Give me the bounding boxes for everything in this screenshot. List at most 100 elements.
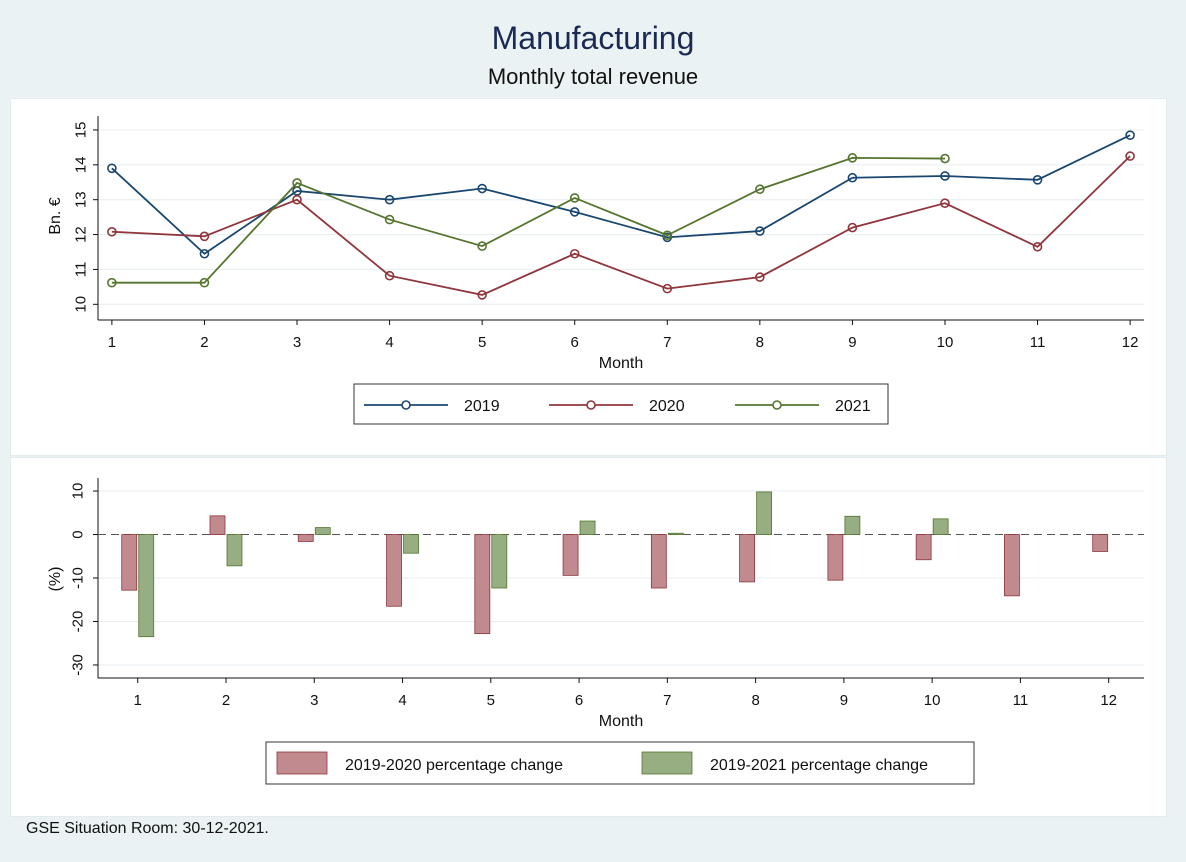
bar-chart-x-tick-label: 5 [487,692,495,709]
line-chart-x-tick-label: 6 [571,334,579,351]
series-2019-point [1125,130,1135,140]
line-chart-y-tick-label: 15 [73,122,90,139]
bar-chart-legend: 2019-2020 percentage change 2019-2021 per… [265,741,975,785]
bar-chart-x-tick-label: 9 [840,692,848,709]
bar-chart-x-tick-label: 8 [751,692,759,709]
line-chart-y-tick-label: 14 [73,156,90,173]
bar-chart-y-tick-label: -20 [70,611,87,633]
chart-title: Manufacturing [491,20,695,56]
series-2021-point [199,277,210,288]
line-chart-x-tick-label: 2 [200,334,208,351]
series-2020-point [107,226,117,237]
bar-chart-x-tick-label: 2 [222,692,230,709]
bar-2019-2020 [827,534,844,581]
legend-swatch-2019-2020 [276,751,328,775]
legend-label-2019: 2019 [464,398,500,415]
series-2020-point [662,283,673,294]
series-2019-point [569,207,580,217]
bar-chart-x-tick-label: 7 [663,692,671,709]
series-2019-point [940,171,950,181]
line-chart-y-tick-label: 10 [73,296,90,313]
series-2019-point [384,194,395,205]
series-2021-point [755,184,765,195]
bar-2019-2021 [579,520,596,535]
bar-2019-2020 [297,534,314,542]
bar-2019-2020 [562,534,579,576]
series-2020-point [199,231,210,242]
series-2020-point [292,194,302,205]
series-2019-point [199,248,210,259]
bar-legend-box [265,741,975,785]
series-2021-point [847,153,858,163]
line-chart-y-tick-label: 12 [73,226,90,243]
line-chart-legend: 2019 2020 2021 [353,383,889,425]
bar-2019-2020 [474,534,491,635]
bar-2019-2021 [667,532,684,535]
line-chart-x-tick-label: 12 [1122,334,1139,351]
series-2021-point [662,230,673,241]
bar-chart-x-tick-label: 1 [134,692,142,709]
series-2019-point [755,226,765,236]
series-2020-point [1032,241,1043,252]
series-2020-line [111,155,1131,296]
bar-chart-bars [121,491,1109,638]
series-2020-point [755,272,765,282]
bar-2019-2020 [650,534,667,589]
line-chart-y-tick-label: 11 [73,262,90,278]
line-chart-x-tick-label: 8 [756,334,764,351]
legend-label-2021: 2021 [835,398,871,415]
series-2020-point [1125,151,1135,161]
line-chart-x-tick-label: 11 [1030,334,1046,351]
bar-chart-y-tick-label: 0 [70,530,87,538]
bar-chart-y-tick-label: -10 [70,567,87,589]
series-2019-point [477,183,487,194]
bar-chart-x-tick-label: 10 [924,692,941,709]
bar-chart-grid [98,490,1144,666]
line-chart-x-tick-label: 7 [663,334,671,351]
bar-2019-2021 [403,534,419,554]
bar-2019-2020 [915,534,932,561]
series-2020-point [847,222,858,233]
line-chart-x-tick-label: 10 [937,334,954,351]
series-2020-point [477,290,487,300]
bar-chart-x-tick-label: 12 [1100,692,1117,709]
bar-2019-2020 [121,534,138,591]
legend-marker-2021 [772,400,782,410]
bar-chart-x-tick-label: 11 [1013,692,1029,709]
line-chart-series [107,130,1135,300]
bar-2019-2021 [138,534,155,638]
line-chart-y-axis-label: Bn. € [47,197,64,234]
bar-chart-x-tick-label: 3 [310,692,318,709]
chart-subtitle: Monthly total revenue [487,64,699,89]
series-2021-line [111,156,945,284]
series-2019-point [847,172,858,183]
line-chart-x-tick-label: 5 [478,334,486,351]
legend-label-2019-2021: 2019-2021 percentage change [710,757,928,774]
bar-chart-y-axis-label: (%) [47,567,64,592]
legend-swatch-2019-2021 [641,751,693,775]
legend-label-2019-2020: 2019-2020 percentage change [345,757,563,774]
bar-2019-2020 [739,534,756,583]
bar-2019-2021 [226,534,243,567]
footer-source-note: GSE Situation Room: 30-12-2021. [26,820,269,837]
line-chart-y-tick-label: 13 [73,191,90,208]
line-chart-grid [98,129,1144,305]
series-2021-point [477,241,487,251]
line-legend-box [353,383,889,425]
bar-2019-2020 [1004,534,1020,597]
bar-2019-2021 [314,527,331,535]
bar-chart-x-axis-label: Month [599,713,643,730]
series-2021-point [107,277,117,288]
bar-chart-y-tick-label: 10 [70,483,87,500]
bar-2019-2021 [844,515,861,535]
line-chart-x-tick-label: 3 [293,334,301,351]
bar-2019-2020 [209,515,226,535]
bar-2019-2020 [1092,534,1109,552]
series-2020-point [384,270,395,281]
legend-label-2020: 2020 [649,398,685,415]
